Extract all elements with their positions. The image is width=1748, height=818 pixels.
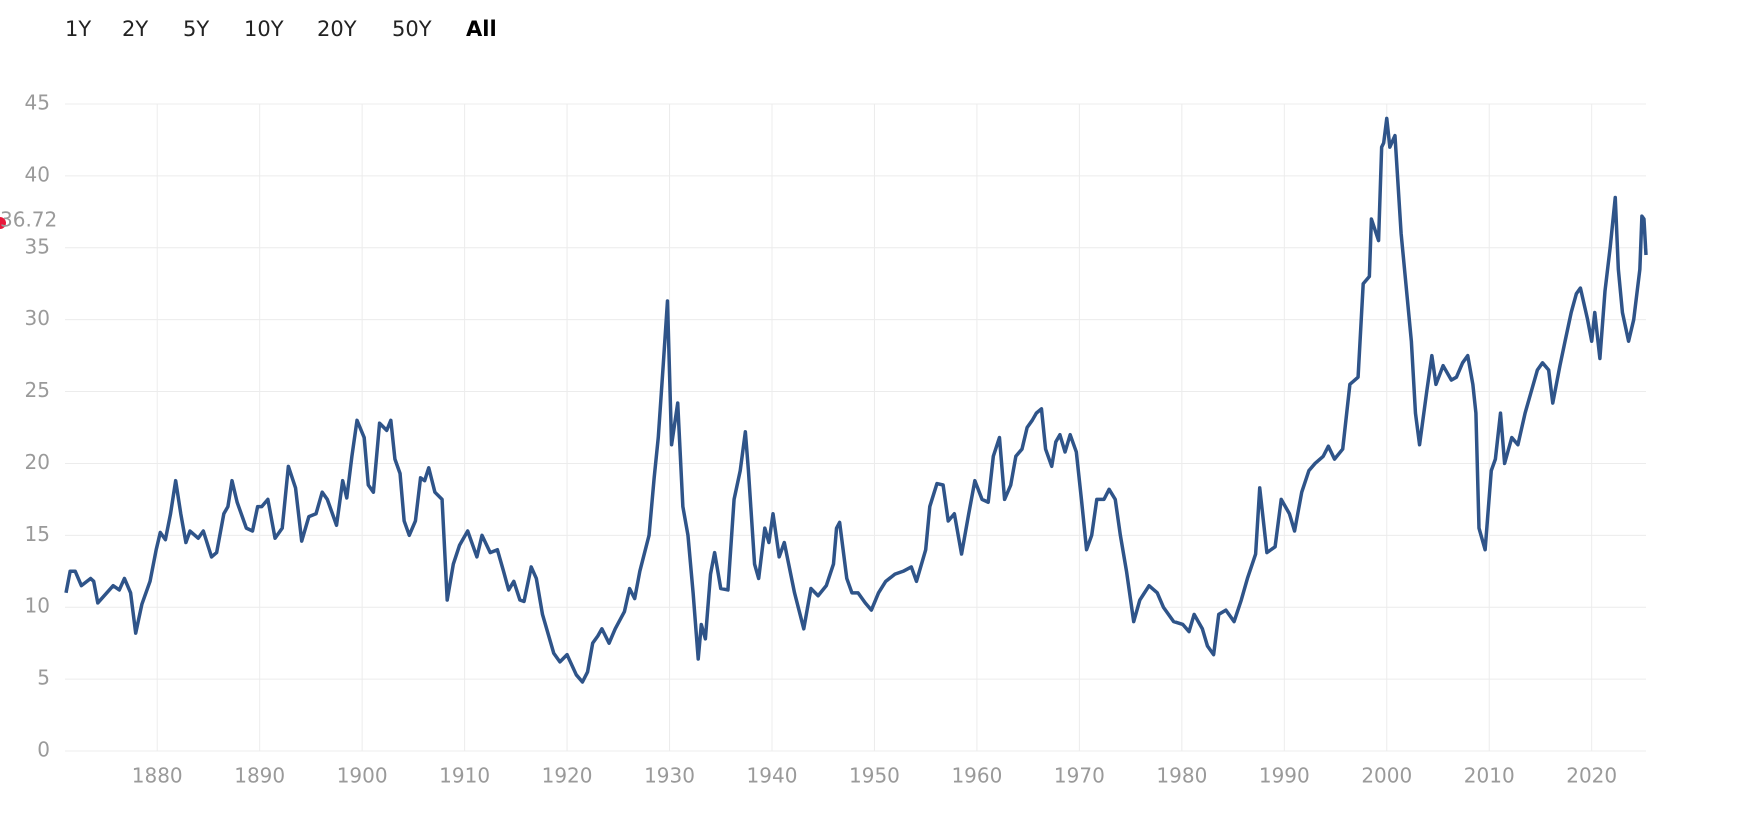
x-tick-label: 1930: [644, 764, 695, 788]
y-tick-label: 35: [25, 234, 50, 258]
range-selector: 1Y 2Y 5Y 10Y 20Y 50Y All: [65, 17, 497, 41]
y-tick-label: 40: [25, 162, 50, 186]
y-tick-label: 45: [25, 91, 50, 115]
y-tick-label: 0: [37, 738, 50, 762]
x-tick-label: 1960: [951, 764, 1002, 788]
y-tick-label: 5: [37, 666, 50, 690]
x-tick-label: 1880: [132, 764, 183, 788]
x-tick-label: 1980: [1156, 764, 1207, 788]
plot: 36.72: [0, 116, 1648, 684]
y-tick-label: 10: [25, 594, 50, 618]
x-tick-label: 2010: [1464, 764, 1515, 788]
x-tick-label: 1920: [542, 764, 593, 788]
x-tick-label: 1940: [747, 764, 798, 788]
x-tick-label: 1970: [1054, 764, 1105, 788]
y-tick-label: 30: [25, 306, 50, 330]
x-tick-label: 1990: [1259, 764, 1310, 788]
y-tick-label: 25: [25, 378, 50, 402]
x-tick-label: 1910: [439, 764, 490, 788]
range-button[interactable]: 2Y: [122, 17, 148, 41]
range-button[interactable]: 50Y: [392, 17, 432, 41]
last-value-label: 36.72: [0, 208, 57, 232]
x-tick-label: 1890: [234, 764, 285, 788]
range-button[interactable]: All: [466, 17, 497, 41]
x-tick-label: 2000: [1361, 764, 1412, 788]
range-button[interactable]: 10Y: [244, 17, 284, 41]
grid: 0 5 10 15 20 25 30 35 40 45 1880 1890 1900 1910 1920 19…: [25, 91, 1646, 788]
range-button[interactable]: 5Y: [183, 17, 209, 41]
last-point: [0, 217, 6, 230]
x-tick-label: 1900: [337, 764, 388, 788]
x-tick-label: 1950: [849, 764, 900, 788]
range-button[interactable]: 20Y: [317, 17, 357, 41]
y-tick-label: 20: [25, 450, 50, 474]
range-button[interactable]: 1Y: [65, 17, 91, 41]
y-tick-label: 15: [25, 522, 50, 546]
x-tick-label: 2020: [1566, 764, 1617, 788]
line: [64, 116, 1648, 684]
